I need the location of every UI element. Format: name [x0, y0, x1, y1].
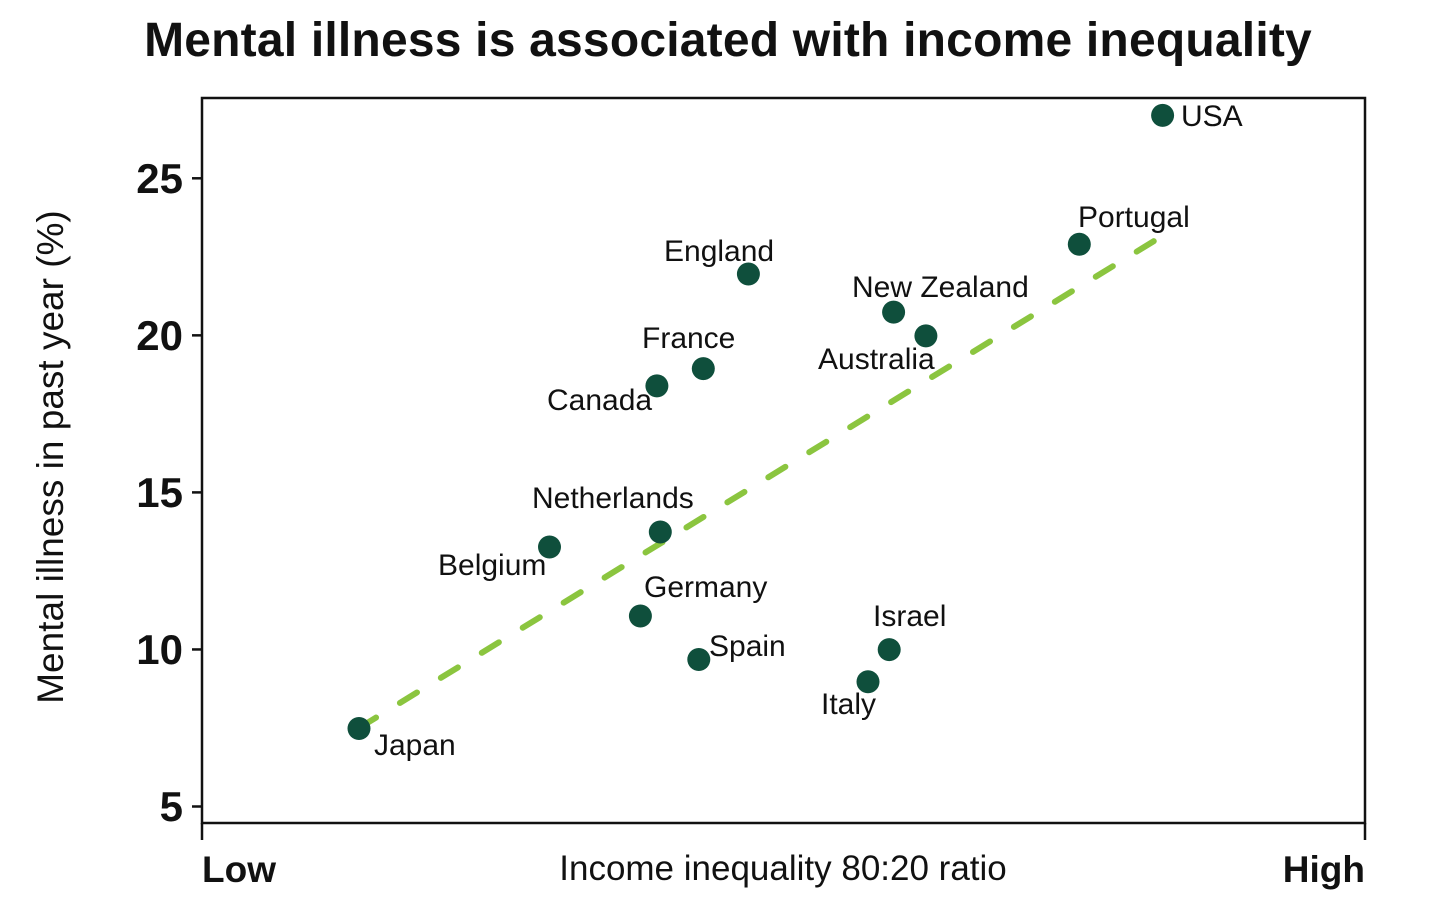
svg-text:10: 10 — [136, 626, 183, 673]
svg-text:Canada: Canada — [547, 384, 652, 417]
svg-text:Australia: Australia — [818, 343, 935, 376]
svg-text:New Zealand: New Zealand — [852, 271, 1029, 304]
svg-text:Israel: Israel — [873, 600, 946, 633]
svg-text:Japan: Japan — [374, 729, 456, 762]
svg-text:England: England — [664, 235, 774, 268]
svg-text:Germany: Germany — [644, 571, 767, 604]
svg-text:Italy: Italy — [821, 688, 876, 721]
svg-text:Spain: Spain — [709, 630, 786, 663]
svg-text:5: 5 — [160, 783, 183, 830]
svg-text:15: 15 — [136, 469, 183, 516]
svg-text:20: 20 — [136, 312, 183, 359]
svg-text:High: High — [1283, 849, 1365, 890]
svg-text:Low: Low — [202, 849, 276, 890]
svg-text:USA: USA — [1181, 100, 1243, 133]
svg-text:Belgium: Belgium — [438, 549, 546, 582]
svg-text:France: France — [642, 322, 735, 355]
svg-text:Netherlands: Netherlands — [532, 482, 694, 515]
svg-text:Portugal: Portugal — [1078, 201, 1190, 234]
svg-text:25: 25 — [136, 155, 183, 202]
svg-text:Income inequality 80:20 ratio: Income inequality 80:20 ratio — [559, 849, 1007, 888]
svg-text:Mental illness in past year (%: Mental illness in past year (%) — [30, 210, 71, 704]
